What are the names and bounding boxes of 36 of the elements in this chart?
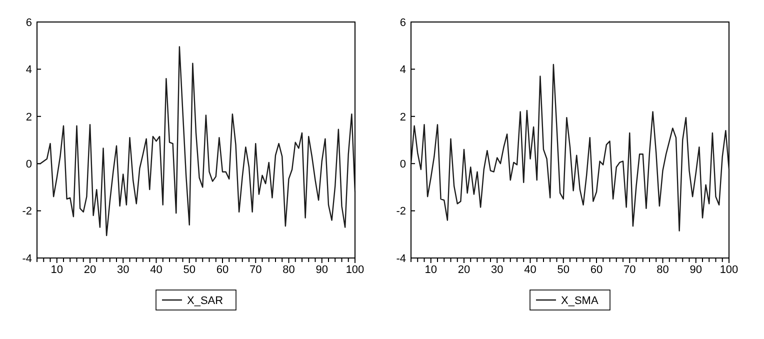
x-tick-label: 80 — [656, 264, 669, 276]
legend-label: X_SMA — [561, 294, 599, 307]
legend-label: X_SAR — [187, 294, 224, 307]
y-tick-label: 4 — [26, 64, 32, 76]
x-tick-label: 60 — [216, 264, 229, 276]
y-tick-label: 4 — [400, 64, 406, 76]
y-tick-label: 2 — [26, 111, 32, 124]
x-tick-label: 100 — [346, 264, 364, 276]
y-tick-label: -2 — [396, 206, 406, 218]
x-tick-label: 90 — [316, 264, 328, 276]
x-tick-label: 60 — [590, 264, 603, 276]
x-tick-label: 10 — [424, 264, 437, 276]
x-tick-label: 50 — [183, 264, 196, 276]
y-tick-label: 2 — [400, 111, 406, 124]
x-tick-label: 30 — [117, 264, 130, 276]
y-tick-label: -4 — [396, 252, 406, 265]
x-tick-label: 40 — [150, 264, 162, 276]
y-tick-label: -4 — [22, 252, 32, 265]
x-tick-label: 20 — [84, 264, 96, 276]
x-tick-label: 70 — [624, 264, 636, 276]
y-tick-label: 6 — [26, 16, 32, 29]
x-tick-label: 90 — [690, 264, 702, 276]
y-tick-label: 0 — [26, 158, 32, 170]
y-tick-label: 0 — [400, 158, 406, 170]
y-tick-label: 6 — [400, 16, 406, 29]
x-tick-label: 80 — [282, 264, 295, 276]
x-tick-label: 10 — [50, 264, 63, 276]
y-tick-label: -2 — [22, 206, 32, 218]
x-tick-label: 40 — [524, 264, 536, 276]
x-tick-label: 30 — [491, 264, 504, 276]
x-tick-label: 100 — [720, 264, 738, 276]
line-series — [36, 46, 356, 236]
line-series — [410, 64, 730, 232]
x-tick-label: 70 — [250, 264, 262, 276]
x-tick-label: 50 — [557, 264, 570, 276]
x-tick-label: 20 — [458, 264, 470, 276]
